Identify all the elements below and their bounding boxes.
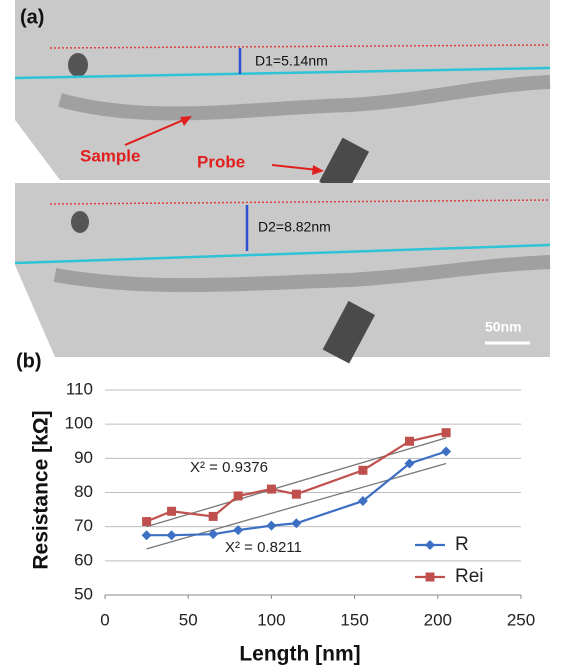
marker <box>425 540 435 550</box>
arrow-head <box>180 116 192 126</box>
nanotube <box>58 75 551 121</box>
marker <box>233 525 244 536</box>
scale-label: 50nm <box>485 319 522 335</box>
micrograph <box>15 183 550 357</box>
distance-label: D1=5.14nm <box>255 53 328 69</box>
probe-label: Probe <box>197 152 245 171</box>
marker <box>357 496 368 507</box>
probe <box>319 137 370 196</box>
marker <box>405 436 415 446</box>
marker <box>266 520 277 531</box>
marker <box>167 506 177 516</box>
y-tick-label: 100 <box>65 414 93 433</box>
trendline <box>146 437 447 528</box>
y-tick-label: 110 <box>66 379 93 398</box>
marker <box>358 465 368 475</box>
marker <box>266 484 276 494</box>
arrow <box>124 117 189 146</box>
tip <box>68 53 88 77</box>
marker <box>404 458 415 469</box>
legend-label: R <box>455 534 469 555</box>
y-tick-label: 60 <box>74 550 93 569</box>
marker <box>141 530 152 541</box>
x-tick-label: 250 <box>507 610 535 629</box>
y-tick-label: 80 <box>74 482 93 501</box>
marker <box>425 572 435 582</box>
x-tick-label: 200 <box>424 610 452 629</box>
ref-line <box>14 66 551 80</box>
arrow <box>271 164 319 171</box>
nanotube <box>53 255 551 293</box>
arrow-head <box>312 165 324 175</box>
marker <box>233 491 243 501</box>
y-tick-label: 90 <box>74 448 93 467</box>
x-tick-label: 150 <box>340 610 368 629</box>
ref-line <box>49 199 551 205</box>
marker <box>208 529 219 540</box>
ref-line <box>14 243 551 265</box>
y-axis-label: Resistance [kΩ] <box>30 410 53 569</box>
probe <box>322 300 375 364</box>
distance-label: D2=8.82nm <box>258 219 331 235</box>
panel-label: (b) <box>16 350 42 372</box>
x-tick-label: 0 <box>100 610 109 629</box>
tip <box>71 211 89 233</box>
panel-label: (a) <box>20 6 44 28</box>
trendline <box>146 462 447 550</box>
y-tick-label: 50 <box>74 584 93 603</box>
fit-label: X² = 0.8211 <box>225 539 302 556</box>
fit-label: X² = 0.9376 <box>190 459 268 476</box>
x-axis-label: Length [nm] <box>239 643 360 666</box>
marker <box>291 489 301 499</box>
marker <box>441 428 451 438</box>
marker <box>441 446 452 457</box>
marker <box>291 518 302 529</box>
x-tick-label: 50 <box>179 610 198 629</box>
series-line <box>146 431 447 523</box>
ref-line <box>49 44 551 49</box>
x-tick-label: 100 <box>257 610 285 629</box>
marker <box>142 517 152 527</box>
legend-label: Rei <box>455 566 484 587</box>
marker <box>166 530 177 541</box>
marker <box>208 511 218 521</box>
sample-label: Sample <box>80 146 140 165</box>
y-tick-label: 70 <box>74 516 93 535</box>
